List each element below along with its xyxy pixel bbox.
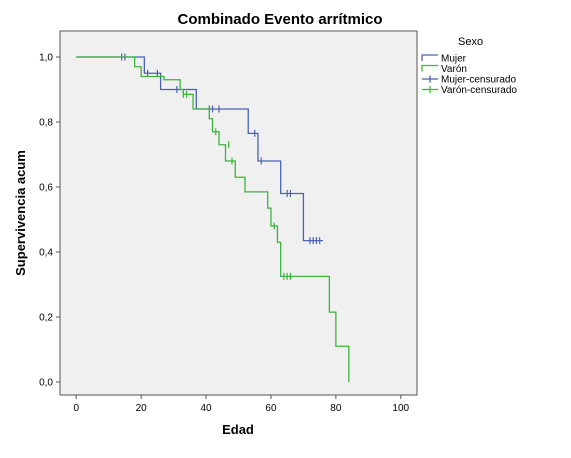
plot-area [59, 30, 418, 396]
legend-swatch [421, 64, 438, 72]
series-var-n [76, 56, 350, 382]
y-tick-label: 0,8 [39, 118, 53, 129]
series-line [76, 56, 350, 382]
x-tick-label: 20 [136, 403, 148, 414]
y-tick-label: 0,0 [39, 378, 53, 389]
x-tick-label: 60 [265, 403, 277, 414]
series-layer [76, 53, 350, 382]
y-axis-ticks: 0,0 0,2 0,4 0,6 0,8 1,0 [39, 53, 60, 389]
x-tick-label: 100 [392, 403, 409, 414]
x-axis-ticks: 0 20 40 60 80 100 [73, 395, 410, 414]
y-axis-label: Supervivencia acum [13, 150, 28, 276]
x-tick-label: 40 [200, 403, 212, 414]
legend-label: Varón-censurado [441, 85, 517, 96]
x-axis-label: Edad [222, 422, 254, 437]
legend-label: Varón [441, 64, 467, 75]
legend-item: Mujer-censurado [422, 75, 516, 86]
x-tick-label: 80 [330, 403, 342, 414]
x-tick-label: 0 [73, 403, 79, 414]
chart-title: Combinado Evento arrítmico [177, 11, 382, 28]
legend-swatch [421, 54, 438, 61]
y-tick-label: 0,4 [39, 248, 53, 259]
legend-title: Sexo [458, 36, 483, 48]
legend-item: Varón-censurado [422, 85, 517, 96]
series-line [76, 56, 323, 242]
series-mujer [76, 53, 323, 245]
legend-item: Mujer [421, 54, 467, 65]
y-tick-label: 1,0 [39, 53, 53, 64]
legend-item: Varón [421, 64, 467, 75]
legend-label: Mujer-censurado [441, 75, 516, 86]
legend-label: Mujer [441, 54, 467, 65]
y-tick-label: 0,2 [39, 313, 53, 324]
y-tick-label: 0,6 [39, 183, 53, 194]
